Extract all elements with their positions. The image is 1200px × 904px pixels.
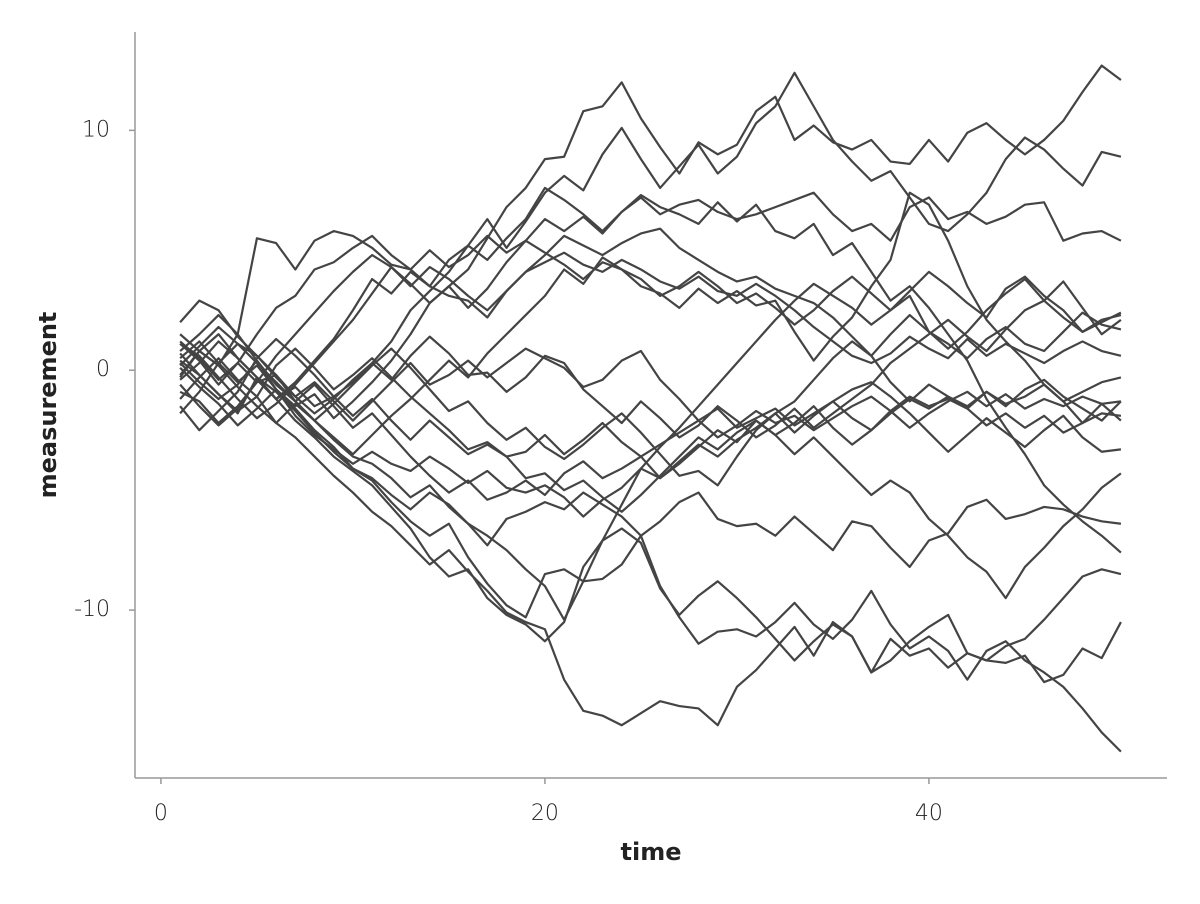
series-line bbox=[179, 357, 1122, 727]
y-tick-label: 0 bbox=[96, 357, 110, 382]
series-line bbox=[179, 227, 1122, 422]
series-line bbox=[179, 347, 1122, 458]
series-line bbox=[179, 311, 1122, 518]
y-tick-label: 10 bbox=[82, 117, 110, 142]
series-line bbox=[179, 378, 1122, 674]
series-line bbox=[179, 299, 1122, 439]
series-line bbox=[179, 251, 1122, 384]
x-axis-title: time bbox=[621, 838, 682, 866]
series-line bbox=[179, 71, 1122, 401]
series-line bbox=[179, 342, 1122, 487]
series-line bbox=[179, 299, 1122, 434]
series-line bbox=[179, 270, 1122, 621]
series-line bbox=[179, 191, 1122, 425]
x-tick-label: 0 bbox=[154, 801, 168, 826]
x-tick-label: 20 bbox=[531, 801, 559, 826]
y-axis-title: measurement bbox=[34, 312, 62, 499]
series-line bbox=[179, 325, 1122, 600]
series-line bbox=[179, 186, 1122, 554]
y-tick-label: -10 bbox=[74, 597, 110, 622]
series-line bbox=[179, 333, 1122, 569]
x-tick-label: 40 bbox=[915, 801, 943, 826]
series-line bbox=[179, 64, 1122, 420]
series-line bbox=[179, 191, 1122, 386]
series-line bbox=[179, 256, 1122, 456]
